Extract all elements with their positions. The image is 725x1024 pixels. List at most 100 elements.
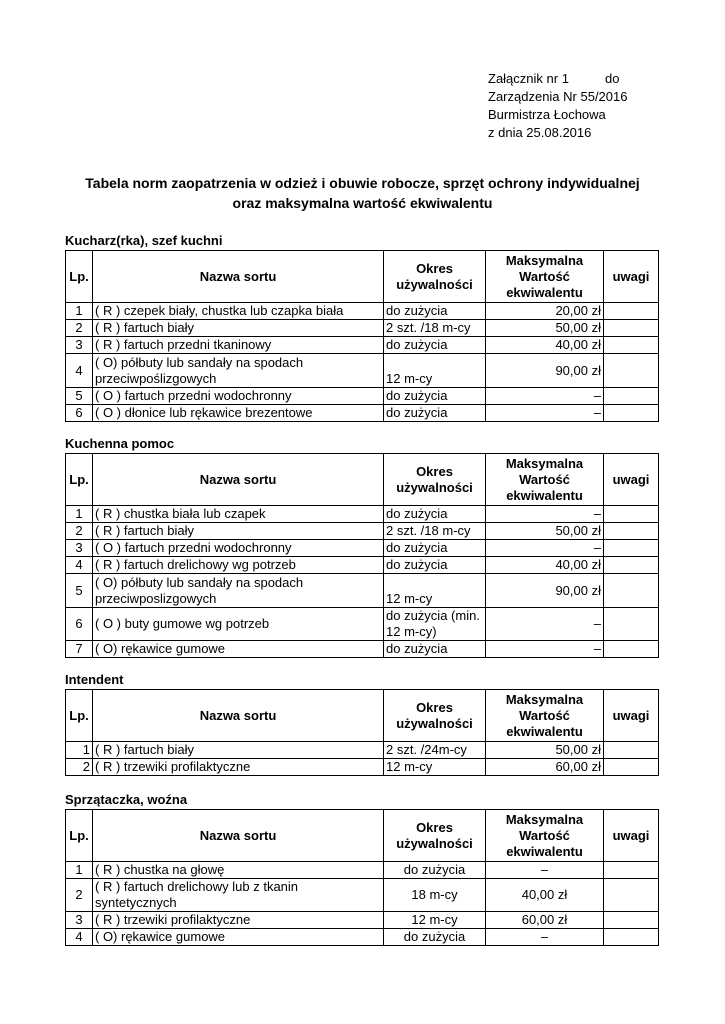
table-row: 1( R ) czepek biały, chustka lub czapka …: [65, 302, 659, 320]
column-header-notes: uwagi: [603, 689, 659, 742]
column-header-lp: Lp.: [65, 453, 93, 506]
cell-lp: 2: [65, 758, 93, 776]
cell-notes: [603, 607, 659, 641]
cell-period: 12 m-cy: [383, 353, 486, 388]
cell-name: ( O ) buty gumowe wg potrzeb: [92, 607, 384, 641]
cell-lp: 1: [65, 302, 93, 320]
cell-period: 12 m-cy: [383, 911, 486, 929]
cell-lp: 6: [65, 404, 93, 422]
section-title: Sprzątaczka, woźna: [65, 792, 188, 807]
cell-name: ( R ) chustka na głowę: [92, 861, 384, 879]
table-header: Lp. Nazwa sortu Okres używalności Maksymaln…: [65, 689, 659, 742]
cell-name: ( O ) dłonice lub rękawice brezentowe: [92, 404, 384, 422]
attachment-header: Załącznik nr 1 do Zarządzenia Nr 55/2016…: [488, 70, 627, 142]
header-line: Załącznik nr 1 do: [488, 71, 620, 86]
cell-notes: [603, 404, 659, 422]
cell-period: do zużycia: [383, 539, 486, 557]
cell-name: ( R ) fartuch przedni tkaninowy: [92, 336, 384, 354]
cell-period: do zużycia (min. 12 m-cy): [383, 607, 486, 641]
column-header-name: Nazwa sortu: [92, 453, 384, 506]
cell-max-value: 40,00 zł: [485, 336, 604, 354]
cell-name: ( O ) fartuch przedni wodochronny: [92, 539, 384, 557]
cell-max-value: 20,00 zł: [485, 302, 604, 320]
cell-max-value: –: [485, 607, 604, 641]
table-row: 2( R ) trzewiki profilaktyczne 12 m-cy 60,…: [65, 758, 659, 776]
cell-name: ( R ) czepek biały, chustka lub czapka b…: [92, 302, 384, 320]
cell-max-value: 50,00 zł: [485, 319, 604, 337]
cell-max-value: –: [485, 404, 604, 422]
cell-name: ( R ) fartuch biały: [92, 522, 384, 540]
section-title: Kucharz(rka), szef kuchni: [65, 233, 223, 248]
header-line: Zarządzenia Nr 55/2016: [488, 89, 628, 104]
column-header-name: Nazwa sortu: [92, 809, 384, 862]
cell-name: ( R ) chustka biała lub czapek: [92, 505, 384, 523]
table-row: 2( R ) fartuch drelichowy lub z tkanin s…: [65, 878, 659, 912]
cell-name: ( R ) fartuch drelichowy lub z tkanin sy…: [92, 878, 384, 912]
cell-lp: 3: [65, 539, 93, 557]
cell-period: 2 szt. /24m-cy: [383, 741, 486, 759]
table-header: Lp. Nazwa sortu Okres używalności Maksymaln…: [65, 250, 659, 303]
cell-notes: [603, 640, 659, 658]
column-header-max: Maksymalna Wartość ekwiwalentu: [485, 453, 604, 506]
table-row: 3( R ) trzewiki profilaktyczne 12 m-cy 60,…: [65, 911, 659, 929]
column-header-max: Maksymalna Wartość ekwiwalentu: [485, 809, 604, 862]
table-row: 4( O) rękawice gumowe do zużycia –: [65, 928, 659, 946]
table-row: 1( R ) fartuch biały 2 szt. /24m-cy 50,00 …: [65, 741, 659, 759]
table-header: Lp. Nazwa sortu Okres używalności Maksymaln…: [65, 453, 659, 506]
table-row: 4( R ) fartuch drelichowy wg potrzeb do z…: [65, 556, 659, 574]
cell-lp: 2: [65, 319, 93, 337]
column-header-period: Okres używalności: [383, 453, 486, 506]
column-header-lp: Lp.: [65, 689, 93, 742]
cell-period: do zużycia: [383, 640, 486, 658]
norms-table: Lp. Nazwa sortu Okres używalności Maksymaln…: [65, 809, 659, 946]
column-header-max: Maksymalna Wartość ekwiwalentu: [485, 250, 604, 303]
cell-name: ( O ) fartuch przedni wodochronny: [92, 387, 384, 405]
column-header-notes: uwagi: [603, 250, 659, 303]
cell-max-value: –: [485, 505, 604, 523]
cell-notes: [603, 928, 659, 946]
cell-lp: 5: [65, 387, 93, 405]
cell-lp: 7: [65, 640, 93, 658]
cell-period: do zużycia: [383, 928, 486, 946]
cell-name: ( O) rękawice gumowe: [92, 640, 384, 658]
table-row: 6( O ) buty gumowe wg potrzeb do zużycia …: [65, 607, 659, 641]
cell-max-value: 50,00 zł: [485, 522, 604, 540]
cell-lp: 1: [65, 741, 93, 759]
cell-max-value: 40,00 zł: [485, 878, 604, 912]
cell-lp: 2: [65, 522, 93, 540]
cell-period: 18 m-cy: [383, 878, 486, 912]
cell-notes: [603, 573, 659, 608]
column-header-name: Nazwa sortu: [92, 689, 384, 742]
cell-period: do zużycia: [383, 505, 486, 523]
table-row: 4( O) półbuty lub sandały na spodach prz…: [65, 353, 659, 388]
cell-max-value: –: [485, 861, 604, 879]
column-header-name: Nazwa sortu: [92, 250, 384, 303]
cell-period: 2 szt. /18 m-cy: [383, 319, 486, 337]
cell-name: ( R ) fartuch drelichowy wg potrzeb: [92, 556, 384, 574]
cell-lp: 4: [65, 556, 93, 574]
cell-period: do zużycia: [383, 302, 486, 320]
column-header-max: Maksymalna Wartość ekwiwalentu: [485, 689, 604, 742]
table-row: 3( R ) fartuch przedni tkaninowy do zużyc…: [65, 336, 659, 354]
column-header-notes: uwagi: [603, 453, 659, 506]
cell-notes: [603, 556, 659, 574]
header-line: z dnia 25.08.2016: [488, 125, 592, 140]
cell-period: do zużycia: [383, 336, 486, 354]
cell-max-value: 40,00 zł: [485, 556, 604, 574]
cell-notes: [603, 319, 659, 337]
table-row: 5( O ) fartuch przedni wodochronny do zuż…: [65, 387, 659, 405]
cell-notes: [603, 302, 659, 320]
table-row: 3( O ) fartuch przedni wodochronny do zuż…: [65, 539, 659, 557]
cell-notes: [603, 505, 659, 523]
cell-period: do zużycia: [383, 404, 486, 422]
section-title: Intendent: [65, 672, 124, 687]
cell-lp: 4: [65, 928, 93, 946]
cell-max-value: 90,00 zł: [485, 353, 604, 388]
cell-notes: [603, 539, 659, 557]
title-line: oraz maksymalna wartość ekwiwalentu: [232, 195, 493, 211]
cell-notes: [603, 878, 659, 912]
cell-name: ( R ) fartuch biały: [92, 741, 384, 759]
cell-period: do zużycia: [383, 861, 486, 879]
column-header-period: Okres używalności: [383, 250, 486, 303]
